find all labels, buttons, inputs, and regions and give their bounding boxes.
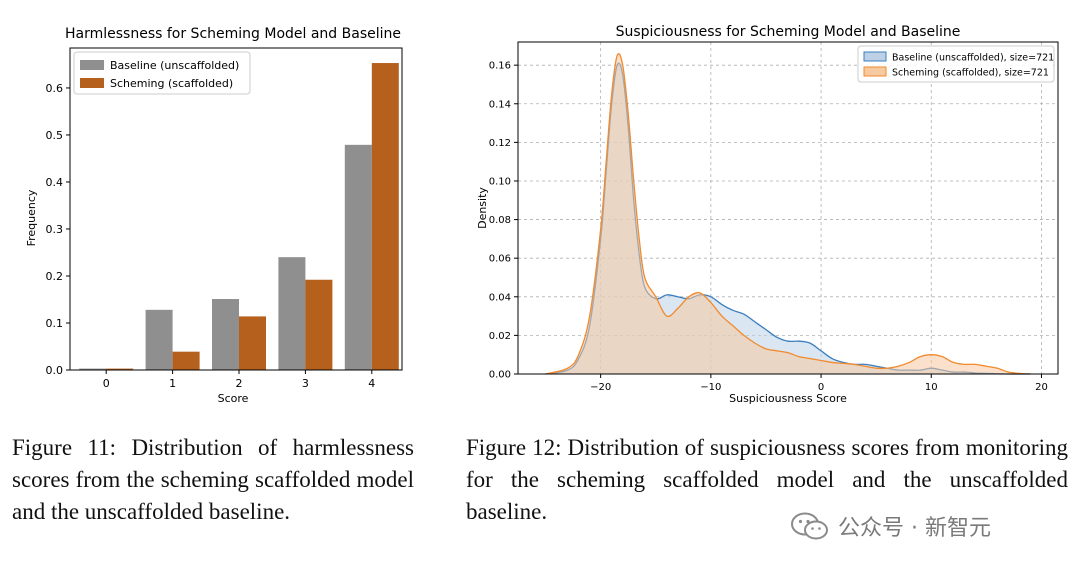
bar-baseline-0: [79, 368, 107, 370]
bar-baseline-1: [145, 309, 173, 370]
y-tick-label: 0.4: [46, 176, 64, 189]
legend-label: Scheming (scaffolded), size=721: [892, 68, 1049, 79]
y-tick-label: 0.10: [489, 176, 511, 187]
legend-label: Baseline (unscaffolded), size=721: [892, 53, 1054, 64]
y-tick-label: 0.6: [46, 82, 64, 95]
x-tick-label: −20: [590, 382, 611, 393]
y-tick-label: 0.0: [46, 364, 64, 377]
bar-baseline-4: [344, 144, 372, 370]
y-tick-label: 0.00: [489, 370, 511, 381]
y-tick-label: 0.16: [489, 61, 511, 72]
y-tick-label: 0.2: [46, 270, 64, 283]
bar-scheming-1: [172, 351, 200, 370]
y-axis-label: Density: [476, 187, 489, 229]
x-axis-label: Suspiciousness Score: [729, 392, 847, 405]
x-tick-label: 20: [1035, 382, 1048, 393]
y-tick-label: 0.02: [489, 331, 511, 342]
x-axis-label: Score: [218, 392, 249, 405]
y-tick-label: 0.08: [489, 215, 511, 226]
y-tick-label: 0.3: [46, 223, 64, 236]
x-tick-label: 10: [925, 382, 938, 393]
x-tick-label: 2: [236, 377, 243, 390]
y-tick-label: 0.1: [46, 317, 64, 330]
bar-scheming-2: [239, 316, 266, 370]
bar-scheming-4: [371, 63, 399, 371]
bar-baseline-2: [212, 299, 239, 370]
legend-swatch: [80, 78, 104, 88]
y-tick-label: 0.06: [489, 254, 511, 265]
watermark-text: 公众号 · 新智元: [838, 516, 991, 541]
figure-12-suspiciousness-chart: Suspiciousness for Scheming Model and Ba…: [460, 10, 1070, 410]
chart-title: Suspiciousness for Scheming Model and Ba…: [616, 24, 961, 40]
wechat-icon: [791, 512, 828, 540]
x-tick-label: 3: [302, 377, 309, 390]
suspiciousness-density-chart-svg: Suspiciousness for Scheming Model and Ba…: [476, 24, 1059, 405]
density-line-scheming: [545, 52, 1031, 375]
y-tick-label: 0.5: [46, 129, 64, 142]
plot-frame: [69, 47, 403, 371]
legend: Baseline (unscaffolded), size=721 Schemin…: [857, 45, 1055, 83]
bar-scheming-0: [106, 368, 134, 370]
bar-scheming-3: [305, 279, 333, 370]
y-axis-label: Frequency: [25, 189, 38, 246]
figure-11-caption: Figure 11: Distribution of harmlessness …: [12, 435, 414, 524]
x-tick-label: 0: [103, 377, 110, 390]
legend-swatch: [863, 66, 887, 77]
y-tick-label: 0.14: [489, 99, 511, 110]
density-area-baseline: [545, 63, 1031, 375]
plot-frame: [517, 41, 1059, 375]
legend-box: [857, 45, 1055, 83]
y-tick-label: 0.12: [489, 138, 511, 149]
figure-12-caption: Figure 12: Distribution of suspiciousnes…: [466, 435, 1068, 524]
legend-label: Scheming (scaffolded): [110, 77, 233, 90]
bar-baseline-3: [278, 257, 306, 370]
legend: Baseline (unscaffolded) Scheming (scaffol…: [73, 51, 251, 95]
figure-11-harmlessness-chart: Harmlessness for Scheming Model and Base…: [0, 10, 420, 410]
harmlessness-bar-chart-svg: Harmlessness for Scheming Model and Base…: [25, 26, 403, 405]
y-tick-label: 0.04: [489, 292, 511, 303]
legend-label: Baseline (unscaffolded): [110, 59, 239, 72]
watermark: 公众号 · 新智元: [790, 508, 1070, 544]
chart-title: Harmlessness for Scheming Model and Base…: [65, 26, 401, 42]
legend-box: [73, 51, 251, 95]
legend-swatch: [80, 60, 104, 70]
x-tick-label: −10: [700, 382, 721, 393]
x-tick-label: 4: [368, 377, 375, 390]
legend-swatch: [863, 51, 887, 62]
density-area-scheming: [545, 53, 1031, 374]
x-tick-label: 0: [818, 382, 824, 393]
x-tick-label: 1: [169, 377, 176, 390]
